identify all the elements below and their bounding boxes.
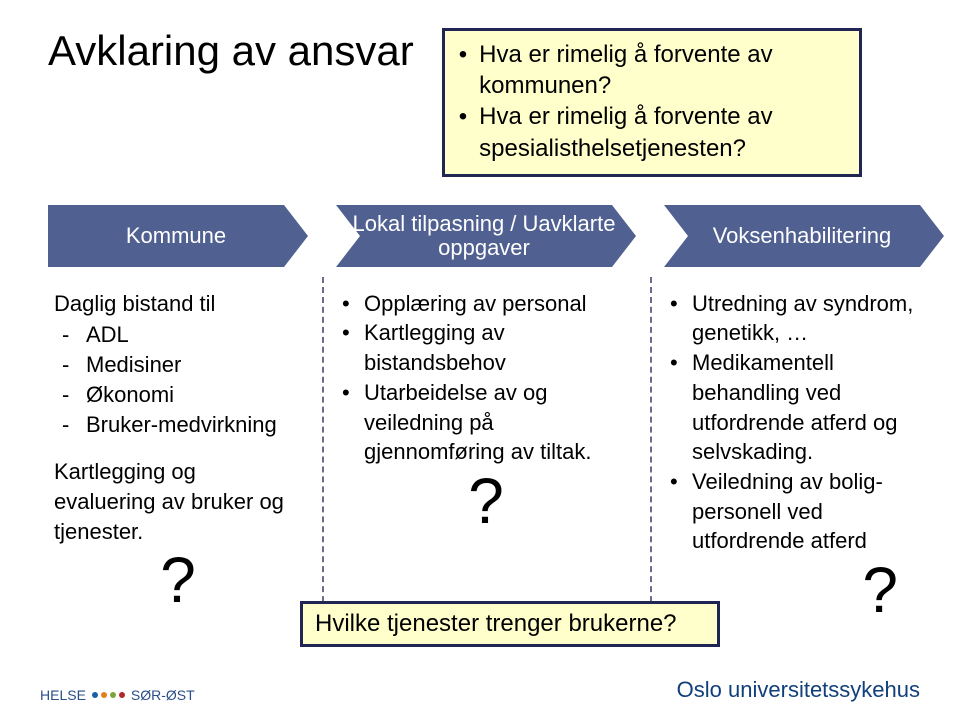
- dash-item: Medisiner: [86, 350, 181, 380]
- chevron-label: Kommune: [116, 224, 240, 248]
- chevron-kommune: Kommune: [48, 205, 308, 267]
- bullet-icon: •: [342, 289, 364, 319]
- chevron-voksen: Voksenhabilitering: [664, 205, 944, 267]
- bullet-text: Utarbeidelse av og veiledning på gjennom…: [364, 378, 630, 467]
- slide-title: Avklaring av ansvar: [48, 28, 414, 74]
- question-mark: ?: [54, 552, 302, 610]
- col-lead: Daglig bistand til: [54, 289, 302, 319]
- chevron-lokal: Lokal tilpasning / Uavklarte oppgaver: [336, 205, 636, 267]
- bullet-text: Kartlegging av bistandsbehov: [364, 318, 630, 377]
- chevron-label: Voksenhabilitering: [703, 224, 906, 248]
- top-box-item: • Hva er rimelig å forvente av kommunen?: [459, 39, 845, 101]
- bullet-text: Utredning av syndrom, genetikk, …: [692, 289, 938, 348]
- question-mark: ?: [342, 473, 630, 531]
- bottom-box-text: Hvilke tjenester trenger brukerne?: [315, 610, 677, 637]
- chevron-row: Kommune Lokal tilpasning / Uavklarte opp…: [48, 205, 920, 267]
- bullet-icon: •: [670, 348, 692, 467]
- bullet-icon: •: [342, 318, 364, 377]
- bullet-icon: •: [670, 289, 692, 348]
- top-callout-box: • Hva er rimelig å forvente av kommunen?…: [442, 28, 862, 177]
- bullet-icon: •: [342, 378, 364, 467]
- top-row: Avklaring av ansvar • Hva er rimelig å f…: [48, 28, 920, 177]
- bullet-icon: •: [459, 101, 467, 163]
- bullet-text: Veiledning av bolig-personell ved utford…: [692, 467, 938, 556]
- bottom-callout-box: Hvilke tjenester trenger brukerne?: [300, 601, 720, 647]
- slide: Avklaring av ansvar • Hva er rimelig å f…: [0, 0, 960, 719]
- dash-icon: -: [62, 320, 86, 350]
- dash-item: Økonomi: [86, 380, 174, 410]
- col-paragraph: Kartlegging og evaluering av bruker og t…: [54, 457, 302, 546]
- dash-item: Bruker-medvirkning: [86, 410, 277, 440]
- top-box-text: Hva er rimelig å forvente av spesialisth…: [479, 101, 845, 163]
- logo-text: SØR-ØST: [131, 687, 195, 703]
- logo-text: HELSE: [40, 687, 86, 703]
- column-voksen: •Utredning av syndrom, genetikk, … •Medi…: [664, 279, 944, 620]
- footer-right: Oslo universitetssykehus: [677, 677, 920, 703]
- logo-dots-icon: [92, 692, 125, 698]
- dash-icon: -: [62, 380, 86, 410]
- chevron-label: Lokal tilpasning / Uavklarte oppgaver: [336, 212, 636, 260]
- divider-line-icon: [322, 277, 324, 632]
- top-box-text: Hva er rimelig å forvente av kommunen?: [479, 39, 845, 101]
- top-box-item: • Hva er rimelig å forvente av spesialis…: [459, 101, 845, 163]
- bullet-icon: •: [459, 39, 467, 101]
- bullet-text: Medikamentell behandling ved utfordrende…: [692, 348, 938, 467]
- dash-item: ADL: [86, 320, 129, 350]
- dash-icon: -: [62, 350, 86, 380]
- bullet-icon: •: [670, 467, 692, 556]
- dash-list: -ADL -Medisiner -Økonomi -Bruker-medvirk…: [62, 320, 302, 439]
- column-kommune: Daglig bistand til -ADL -Medisiner -Økon…: [48, 279, 308, 620]
- columns-row: Daglig bistand til -ADL -Medisiner -Økon…: [48, 279, 920, 620]
- footer-left-logo: HELSE SØR-ØST: [40, 687, 195, 703]
- dash-icon: -: [62, 410, 86, 440]
- divider-line-icon: [650, 277, 652, 632]
- bullet-text: Opplæring av personal: [364, 289, 587, 319]
- column-lokal: •Opplæring av personal •Kartlegging av b…: [336, 279, 636, 620]
